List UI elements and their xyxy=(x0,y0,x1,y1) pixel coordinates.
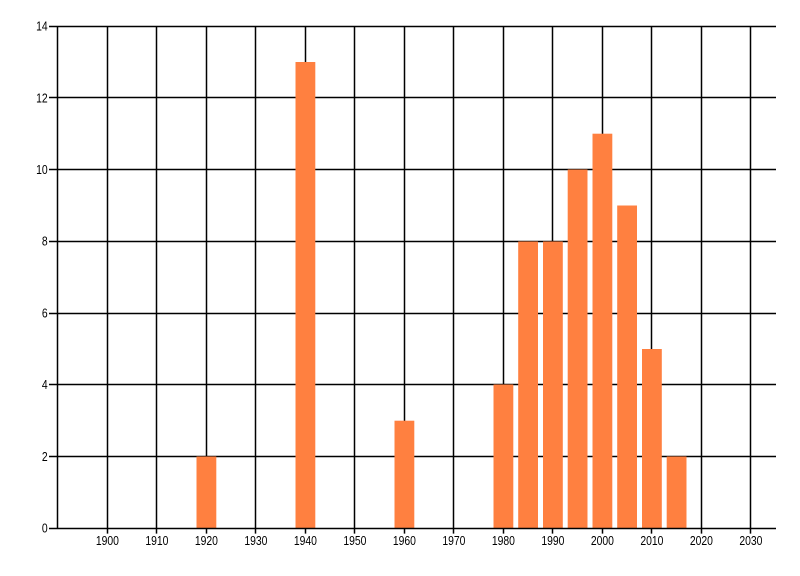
svg-text:1950: 1950 xyxy=(343,533,366,548)
svg-text:1970: 1970 xyxy=(442,533,465,548)
svg-text:14: 14 xyxy=(36,19,48,34)
svg-text:1910: 1910 xyxy=(145,533,168,548)
svg-text:12: 12 xyxy=(36,90,48,105)
svg-text:1900: 1900 xyxy=(96,533,119,548)
svg-text:1940: 1940 xyxy=(294,533,317,548)
svg-text:2010: 2010 xyxy=(640,533,663,548)
svg-text:4: 4 xyxy=(42,377,48,392)
svg-text:2020: 2020 xyxy=(690,533,713,548)
svg-text:8: 8 xyxy=(42,234,48,249)
svg-text:1980: 1980 xyxy=(492,533,515,548)
svg-text:1990: 1990 xyxy=(541,533,564,548)
svg-text:0: 0 xyxy=(42,521,48,536)
svg-text:1920: 1920 xyxy=(195,533,218,548)
svg-text:2030: 2030 xyxy=(739,533,762,548)
svg-text:1960: 1960 xyxy=(393,533,416,548)
svg-text:2: 2 xyxy=(42,449,48,464)
svg-text:10: 10 xyxy=(36,162,48,177)
svg-text:2000: 2000 xyxy=(591,533,614,548)
svg-text:6: 6 xyxy=(42,305,48,320)
svg-text:1930: 1930 xyxy=(244,533,267,548)
